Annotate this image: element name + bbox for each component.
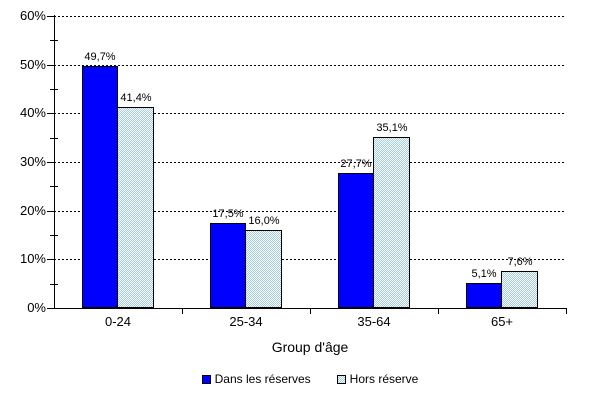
category-label: 65+ <box>490 314 514 329</box>
y-major-tick <box>47 64 54 66</box>
y-grid-line <box>54 64 566 66</box>
bar <box>210 222 246 308</box>
y-grid-line <box>54 113 566 115</box>
bar <box>82 66 118 308</box>
category-label: 0-24 <box>104 314 132 329</box>
bar-value-label: 27,7% <box>340 158 372 171</box>
bar <box>117 106 154 308</box>
y-grid-line <box>54 162 566 163</box>
category-label: 25-34 <box>229 314 263 329</box>
legend-label-dans-les-reserves: Dans les réserves <box>214 372 311 386</box>
y-major-tick <box>47 16 54 17</box>
y-major-tick <box>47 113 54 115</box>
category-tick <box>438 308 439 314</box>
bar-value-label: 17,5% <box>212 207 244 220</box>
y-major-tick <box>47 210 54 212</box>
legend-swatch-solid-icon <box>201 374 211 384</box>
category-tick <box>310 308 311 314</box>
bar-value-label: 49,7% <box>84 51 116 64</box>
bar <box>373 137 410 308</box>
legend-label-hors-reserve: Hors réserve <box>349 372 419 386</box>
y-tick-label: 30% <box>19 154 46 169</box>
y-tick-label: 40% <box>19 105 46 121</box>
legend-swatch-checker-icon <box>336 374 346 384</box>
bar-value-label: 16,0% <box>248 215 280 228</box>
y-tick-label: 60% <box>19 8 46 23</box>
category-tick <box>566 308 567 314</box>
category-tick <box>182 308 183 314</box>
y-tick-label: 20% <box>19 202 46 218</box>
bar <box>245 230 282 308</box>
bar <box>501 271 538 308</box>
y-grid-line <box>54 210 566 212</box>
bar-value-label: 35,1% <box>376 122 408 135</box>
legend-item-hors-reserve: Hors réserve <box>336 372 419 386</box>
bar-value-label: 41,4% <box>120 91 152 104</box>
y-grid-line <box>54 16 566 17</box>
legend-item-dans-les-reserves: Dans les réserves <box>201 372 311 386</box>
bar <box>338 173 374 308</box>
y-axis-line <box>54 15 55 308</box>
legend: Dans les réserves Hors réserve <box>54 372 566 386</box>
x-axis-title: Group d'âge <box>271 339 349 355</box>
y-tick-label: 0% <box>27 300 46 315</box>
y-major-tick <box>47 259 54 261</box>
y-grid-line <box>54 259 566 261</box>
bar-value-label: 5,1% <box>471 268 497 281</box>
y-major-tick <box>47 162 54 163</box>
y-tick-label: 50% <box>19 56 46 72</box>
x-axis-line <box>47 308 566 309</box>
bar <box>466 283 502 308</box>
bar-value-label: 7,6% <box>507 256 533 268</box>
y-tick-label: 10% <box>19 251 46 267</box>
category-label: 35-64 <box>357 314 391 329</box>
